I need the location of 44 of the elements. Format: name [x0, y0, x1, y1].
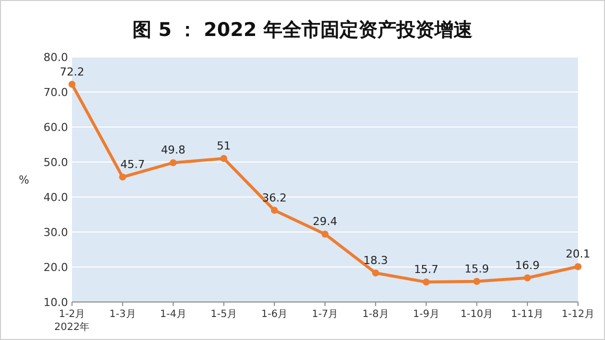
x-tick-label: 1-11月	[511, 309, 544, 320]
text: 2022年	[54, 321, 90, 333]
point	[220, 155, 228, 162]
data-label: 51	[216, 140, 231, 152]
data-label: 15.9	[464, 262, 490, 276]
point	[574, 263, 582, 270]
y-tick-label: 50.0	[44, 156, 68, 169]
x-tick-label: 1-4月	[160, 309, 186, 320]
point	[68, 80, 76, 88]
data-label: 72.2	[60, 65, 84, 78]
y-tick-label: 80.0	[44, 51, 68, 64]
x-tick-label: 1-3月	[109, 309, 136, 320]
data-label: 20.1	[566, 248, 590, 261]
y-tick-label: 10.0	[44, 296, 68, 309]
chart-title: 图 5 ： 2022 年全市固定资产投资增速	[132, 19, 472, 41]
y-tick-label: 30.0	[44, 226, 68, 239]
x-tick-label: 1-12月	[562, 309, 594, 320]
point	[170, 159, 177, 166]
x-tick-label: 1-6月	[261, 309, 288, 320]
y-tick-label: 40.0	[44, 191, 68, 204]
point	[322, 230, 328, 238]
y-tick-label: 20.0	[44, 261, 68, 274]
data-label: 29.4	[312, 215, 338, 228]
x-tick-label: 1-2月	[58, 309, 86, 320]
y-tick-label: 70.0	[44, 86, 68, 99]
data-label: 36.2	[262, 191, 287, 204]
data-label: 15.7	[414, 263, 438, 276]
data-label: 18.3	[363, 254, 388, 267]
y-axis-title: %	[18, 174, 30, 186]
point	[119, 174, 126, 181]
x-tick-label: 1-10月	[460, 309, 494, 320]
point	[270, 206, 278, 214]
x-tick-label: 1-7月	[312, 309, 338, 320]
point	[473, 278, 480, 285]
point	[422, 278, 430, 286]
data-label: 49.8	[160, 144, 186, 157]
x-tick-label: 1-5月	[210, 309, 237, 320]
x-tick-label: 1-9月	[413, 309, 440, 320]
data-label: 45.7	[120, 158, 145, 172]
y-tick-label: 60.0	[44, 121, 68, 134]
data-label: 16.9	[515, 258, 540, 272]
point	[372, 269, 380, 276]
x-tick-label: 1-8月	[362, 309, 389, 320]
point	[524, 274, 531, 282]
